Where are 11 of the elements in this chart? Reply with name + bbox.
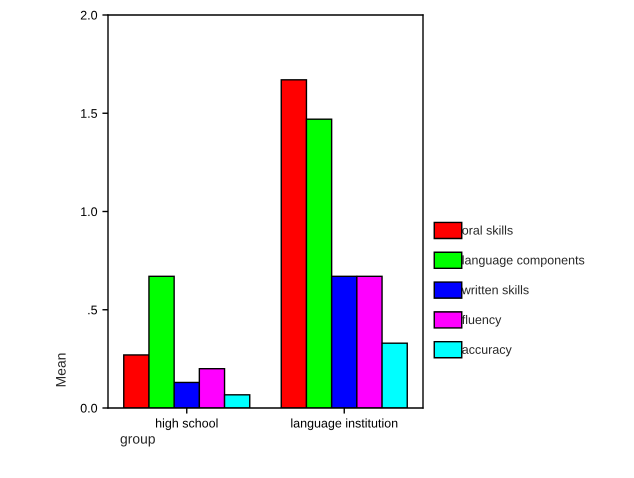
- y-tick-label: 0.0: [80, 404, 98, 413]
- y-tick-label: 1.5: [81, 109, 98, 118]
- x-tick-label: high school: [156, 418, 218, 430]
- legend-label: language components: [462, 255, 584, 267]
- y-tick-label: 1.0: [81, 207, 98, 216]
- legend-label: accuracy: [462, 347, 512, 356]
- y-tick-label: .5: [88, 306, 98, 314]
- y-axis-title: Mean: [56, 354, 66, 386]
- y-tick-label: 2.0: [80, 10, 98, 20]
- x-tick-label: language institution: [291, 418, 398, 430]
- x-axis-title: group: [120, 436, 155, 446]
